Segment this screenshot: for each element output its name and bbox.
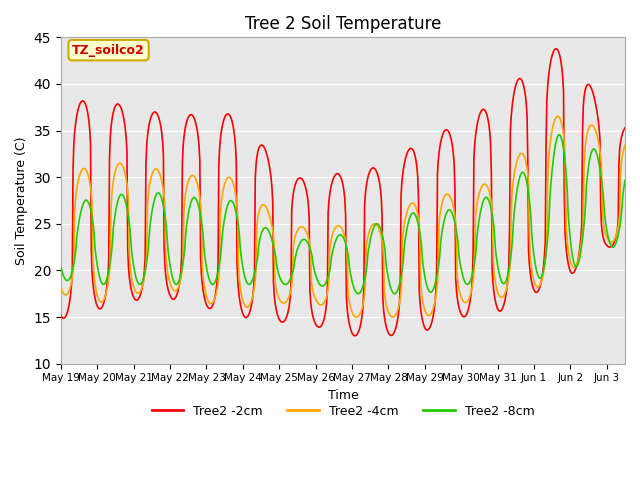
Tree2 -8cm <box>621 178 629 183</box>
Tree2 -2cm <box>136 293 144 299</box>
Line: Tree2 -8cm: Tree2 -8cm <box>61 135 625 294</box>
X-axis label: Time: Time <box>328 389 358 402</box>
Tree2 -4cm <box>136 289 144 295</box>
Tree2 -2cm <box>463 312 470 318</box>
Tree2 -2cm <box>552 46 560 52</box>
Tree2 -2cm <box>319 320 326 326</box>
Line: Tree2 -4cm: Tree2 -4cm <box>61 116 625 317</box>
Tree2 -4cm <box>60 290 67 296</box>
Tree2 -4cm <box>621 143 629 148</box>
Tree2 -4cm <box>463 300 470 305</box>
Tree2 -2cm <box>60 315 67 321</box>
Tree2 -4cm <box>554 113 561 119</box>
Tree2 -2cm <box>57 313 65 319</box>
Tree2 -8cm <box>355 291 362 297</box>
Tree2 -8cm <box>555 132 563 138</box>
Tree2 -2cm <box>351 333 358 338</box>
Tree2 -8cm <box>298 238 305 243</box>
Line: Tree2 -2cm: Tree2 -2cm <box>61 49 625 336</box>
Tree2 -4cm <box>298 224 305 229</box>
Tree2 -4cm <box>476 188 484 194</box>
Tree2 -4cm <box>319 301 326 307</box>
Tree2 -8cm <box>319 283 326 289</box>
Tree2 -4cm <box>57 285 65 290</box>
Tree2 -2cm <box>621 125 629 131</box>
Tree2 -2cm <box>476 111 484 117</box>
Tree2 -8cm <box>476 212 484 217</box>
Tree2 -8cm <box>136 282 144 288</box>
Tree2 -2cm <box>298 176 305 181</box>
Tree2 -8cm <box>463 281 470 287</box>
Tree2 -8cm <box>60 272 67 278</box>
Text: TZ_soilco2: TZ_soilco2 <box>72 44 145 57</box>
Tree2 -8cm <box>57 264 65 270</box>
Tree2 -4cm <box>389 314 397 320</box>
Legend: Tree2 -2cm, Tree2 -4cm, Tree2 -8cm: Tree2 -2cm, Tree2 -4cm, Tree2 -8cm <box>147 400 540 423</box>
Y-axis label: Soil Temperature (C): Soil Temperature (C) <box>15 136 28 265</box>
Title: Tree 2 Soil Temperature: Tree 2 Soil Temperature <box>244 15 441 33</box>
